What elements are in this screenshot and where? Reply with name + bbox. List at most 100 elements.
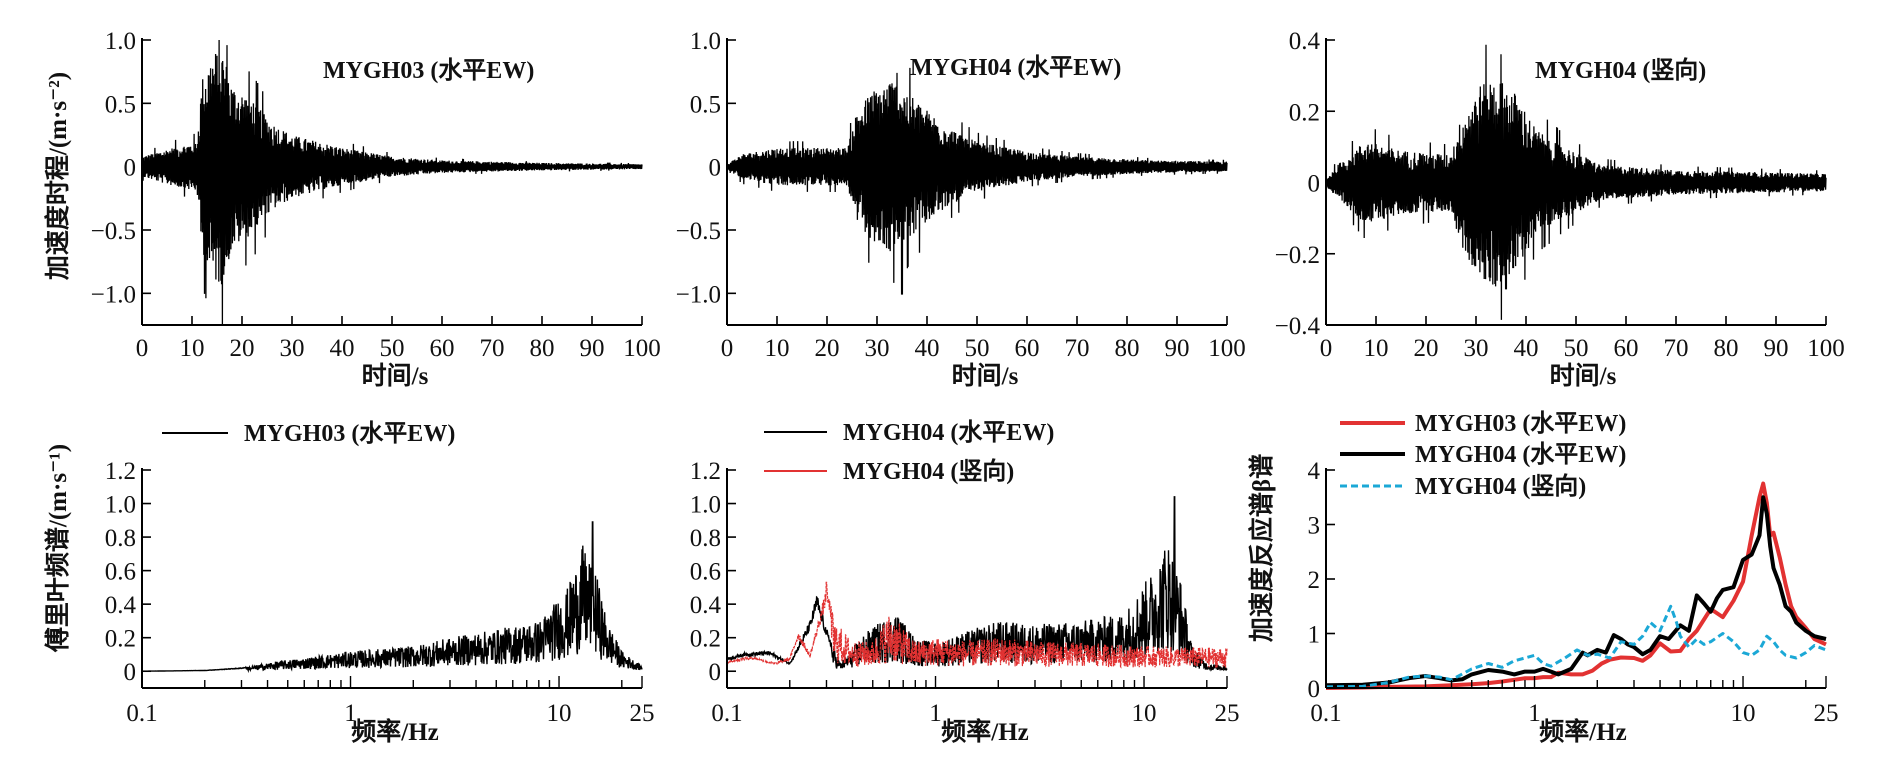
y-tick-label: 0.5 (105, 91, 136, 118)
y-tick-label: 0.6 (105, 559, 136, 586)
y-tick-label: −0.5 (91, 218, 136, 245)
y-tick-label: 0.6 (690, 559, 721, 586)
y-tick-label: 0 (124, 659, 137, 686)
x-axis-title: 频率/Hz (1539, 717, 1627, 746)
y-tick-label: 1.0 (105, 28, 136, 55)
axes: 0 0.2 0.4 0.6 0.8 1.0 1.2 0.1 1 10 25 (105, 458, 655, 727)
legend: MYGH03 (水平EW) (162, 420, 455, 447)
panel-title: MYGH04 (水平EW) (910, 54, 1121, 81)
y-tick-label: 0.8 (105, 525, 136, 552)
x-tick-label: 10 (765, 335, 790, 362)
axes: −0.4 −0.2 0 0.2 0.4 0 10 20 30 40 50 60 70 80 90 100 (1275, 28, 1845, 362)
plot-marks (726, 67, 1228, 295)
x-tick-label: 80 (1115, 335, 1140, 362)
x-tick-label: 0.1 (1310, 700, 1341, 727)
panel-title: MYGH03 (水平EW) (323, 57, 534, 84)
legend-label-mygh04-ew: MYGH04 (水平EW) (843, 419, 1054, 446)
axes: 0 0.2 0.4 0.6 0.8 1.0 1.2 0.1 1 10 25 (690, 458, 1240, 727)
y-tick-label: 2 (1308, 567, 1321, 594)
beta-series-line (1325, 481, 1827, 690)
x-tick-label: 60 (430, 335, 455, 362)
waveform-series-line (726, 67, 1228, 295)
legend-label-mygh04-vertical: MYGH04 (竖向) (843, 457, 1014, 485)
x-tick-label: 0 (1320, 335, 1333, 362)
x-tick-label: 20 (1414, 335, 1439, 362)
spectrum-series-line (142, 521, 643, 674)
plot-marks (726, 496, 1228, 672)
panel-top-left-mygh03-ew-accel: −1.0 −0.5 0 0.5 1.0 0 10 20 30 40 50 60 70 80 90 100 MY… (43, 28, 661, 390)
x-tick-label: 10 (1364, 335, 1389, 362)
x-tick-label: 30 (1464, 335, 1489, 362)
x-tick-label: 1 (344, 700, 357, 727)
x-tick-label: 40 (1514, 335, 1539, 362)
legend-label-mygh03-ew: MYGH03 (水平EW) (244, 420, 455, 447)
y-tick-label: 1.0 (690, 492, 721, 519)
x-tick-label: 90 (1764, 335, 1789, 362)
x-tick-label: 25 (1814, 700, 1839, 727)
y-tick-label: 0 (709, 659, 722, 686)
panel-top-right-mygh04-vertical-accel: −0.4 −0.2 0 0.2 0.4 0 10 20 30 40 50 60 70 80 90 100 MY… (1275, 28, 1845, 390)
x-tick-label: 100 (1807, 335, 1845, 362)
x-tick-label: 0 (721, 335, 734, 362)
axes: −1.0 −0.5 0 0.5 1.0 0 10 20 30 40 50 60 70 80 90 100 (91, 28, 661, 362)
beta-series-line (1325, 495, 1827, 688)
x-tick-label: 0.1 (711, 700, 742, 727)
y-tick-label: 0.2 (1289, 99, 1320, 126)
x-tick-label: 100 (623, 335, 661, 362)
axes: 0 1 2 3 4 0.1 1 10 25 (1308, 458, 1839, 727)
y-tick-label: 0.4 (1289, 28, 1321, 55)
y-tick-label: 0.8 (690, 525, 721, 552)
y-tick-label: −1.0 (676, 281, 721, 308)
panel-bottom-middle-fourier-mygh04: 0 0.2 0.4 0.6 0.8 1.0 1.2 0.1 1 10 25 MYGH04 (水平EW… (690, 419, 1240, 746)
x-tick-label: 10 (547, 700, 572, 727)
plot-marks (142, 521, 643, 674)
x-axis-title: 频率/Hz (941, 717, 1029, 746)
x-tick-label: 70 (1065, 335, 1090, 362)
x-tick-label: 80 (1714, 335, 1739, 362)
legend-label-mygh03-ew: MYGH03 (水平EW) (1415, 410, 1626, 437)
y-tick-label: −0.4 (1275, 313, 1321, 340)
x-tick-label: 1 (929, 700, 942, 727)
y-tick-label: 1.2 (105, 458, 136, 485)
y-tick-label: 0 (709, 155, 722, 182)
x-tick-label: 100 (1208, 335, 1246, 362)
legend: MYGH04 (水平EW) MYGH04 (竖向) (764, 419, 1054, 485)
x-tick-label: 0 (136, 335, 149, 362)
x-tick-label: 0.1 (126, 700, 157, 727)
waveform-series-line (141, 39, 643, 326)
panel-top-middle-mygh04-ew-accel: −1.0 −0.5 0 0.5 1.0 0 10 20 30 40 50 60 70 80 90 100 MY… (676, 28, 1246, 390)
x-tick-label: 80 (530, 335, 555, 362)
y-tick-label: 4 (1308, 458, 1321, 485)
y-tick-label: −0.2 (1275, 242, 1320, 269)
panel-bottom-left-fourier-mygh03: 0 0.2 0.4 0.6 0.8 1.0 1.2 0.1 1 10 25 MYGH03 (水平EW… (43, 420, 655, 746)
x-tick-label: 20 (815, 335, 840, 362)
panel-title: MYGH04 (竖向) (1535, 56, 1706, 84)
y-tick-label: 1.2 (690, 458, 721, 485)
y-axis-title: 加速度反应谱β谱 (1247, 454, 1276, 643)
x-tick-label: 10 (1731, 700, 1756, 727)
x-tick-label: 90 (1165, 335, 1190, 362)
x-tick-label: 50 (1564, 335, 1589, 362)
y-tick-label: 1 (1308, 622, 1321, 649)
x-tick-label: 60 (1614, 335, 1639, 362)
panel-bottom-right-beta-spectrum: 0 1 2 3 4 0.1 1 10 25 MYGH03 (水平EW) MYGH04 (水平EW… (1247, 410, 1839, 746)
spectrum-series-line (726, 496, 1228, 672)
axes: −1.0 −0.5 0 0.5 1.0 0 10 20 30 40 50 60 70 80 90 100 (676, 28, 1246, 362)
y-tick-label: 0.5 (690, 91, 721, 118)
y-tick-label: 3 (1308, 513, 1321, 540)
x-tick-label: 90 (580, 335, 605, 362)
y-tick-label: 0.2 (105, 626, 136, 653)
legend-label-mygh04-vertical: MYGH04 (竖向) (1415, 472, 1586, 500)
legend: MYGH03 (水平EW) MYGH04 (水平EW) MYGH04 (竖向) (1340, 410, 1626, 500)
spectrum-series-line (726, 581, 1228, 669)
y-tick-label: 0 (1308, 676, 1321, 703)
y-tick-label: 0.4 (690, 592, 722, 619)
x-tick-label: 50 (380, 335, 405, 362)
x-tick-label: 70 (480, 335, 505, 362)
x-axis-title: 时间/s (362, 362, 429, 390)
plot-marks (1325, 481, 1827, 690)
y-tick-label: 0.4 (105, 592, 137, 619)
y-tick-label: −0.5 (676, 218, 721, 245)
y-tick-label: 1.0 (105, 492, 136, 519)
